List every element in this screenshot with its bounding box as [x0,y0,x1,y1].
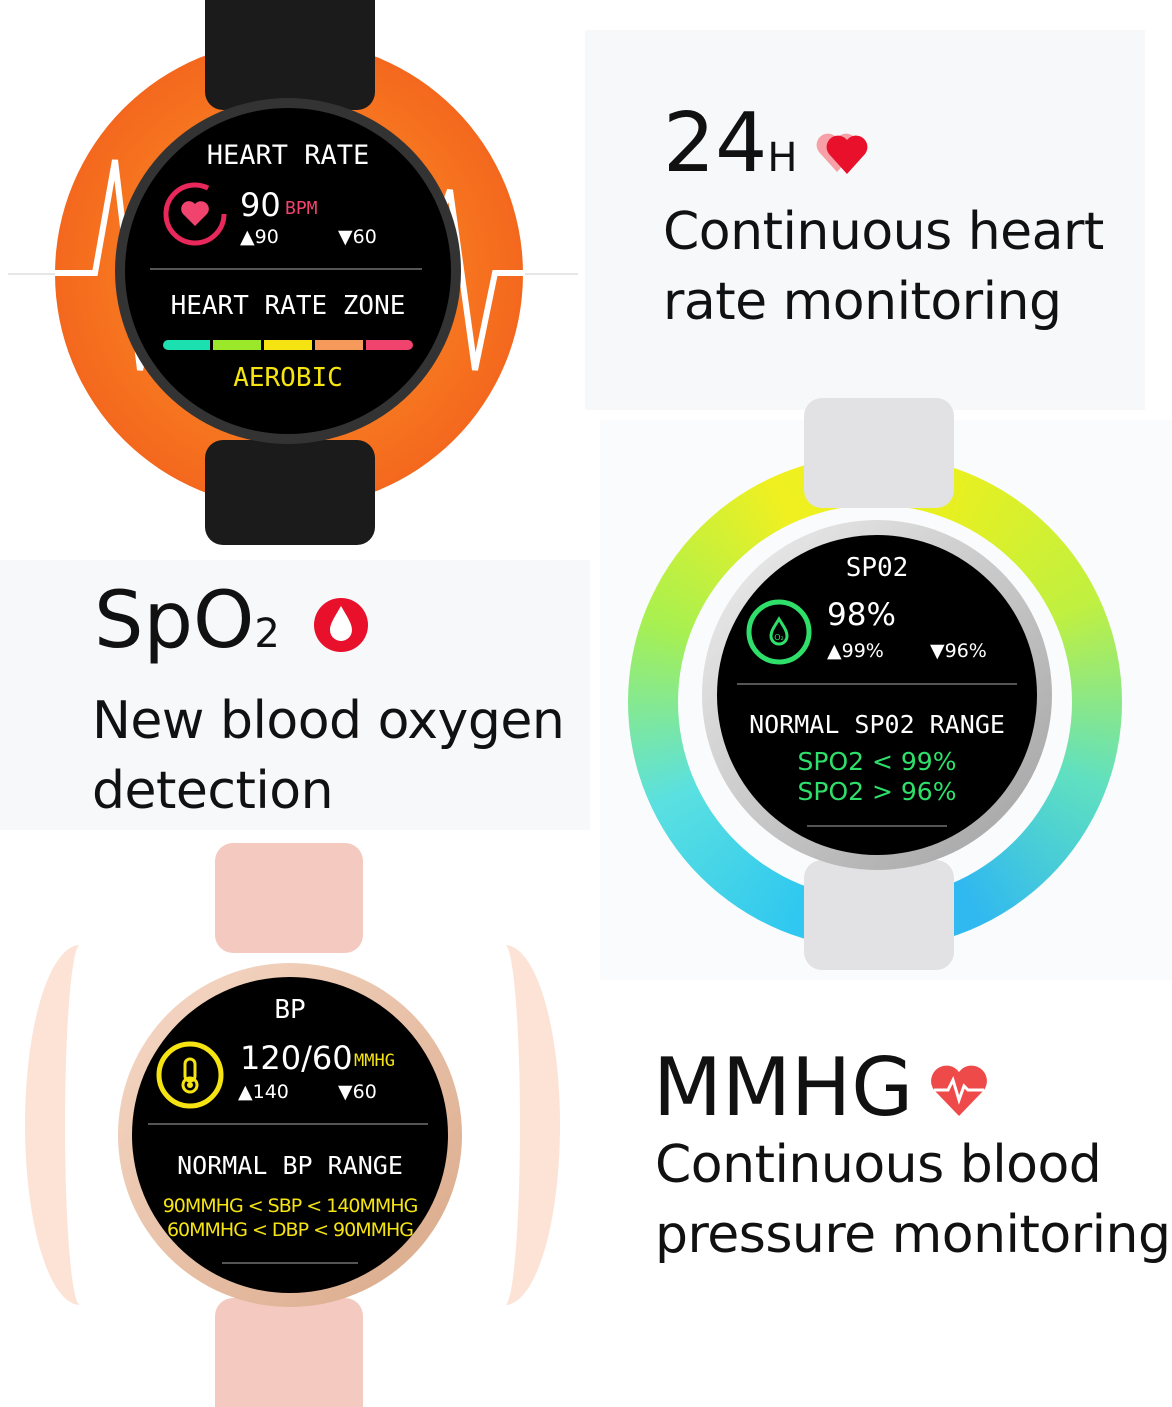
heart-pulse-icon [931,1065,987,1116]
headline-24h: 24H [663,103,797,185]
svg-text:O₂: O₂ [774,633,784,642]
hr-zone-title: HEART RATE ZONE [170,291,406,321]
heart-icon [816,133,868,174]
bp-title: BP [274,995,306,1025]
description-line: Continuous heart [663,202,1104,262]
watch-strap [804,860,954,970]
zone-segment [264,340,312,350]
description-line: pressure monitoring [655,1205,1171,1265]
divider [150,268,422,270]
zone-segment [315,340,363,350]
bp-value: 120/60 [240,1039,353,1077]
headline-text: SpO [94,576,255,666]
watch-strap [215,1298,363,1407]
blood-drop-icon [314,598,368,652]
bp-unit: MMHG [354,1051,395,1071]
spo2-value-text: 98% [827,597,896,633]
heart-rate-description: Continuous heart rate monitoring [663,197,1104,337]
bp-range-line: 90MMHG < SBP < 140MMHG [162,1195,419,1217]
hr-value: 90 [240,186,281,224]
bp-max: ▲140 [238,1081,289,1103]
description-line: rate monitoring [663,272,1062,332]
thermometer-icon [156,1041,224,1109]
spo2-max: ▲99% [827,640,884,662]
divider [148,1123,428,1125]
spo2-range-title: NORMAL SP02 RANGE [749,710,1005,739]
watch-strap [205,0,375,110]
heart-ring-icon [163,182,227,246]
spo2-min: ▼96% [930,640,987,662]
zone-segment [366,340,413,350]
zone-segment [213,340,261,350]
spo2-value: 98% [827,597,896,633]
bg-panel [0,560,590,830]
watch-strap [804,398,954,508]
bp-range-line: 60MMHG < DBP < 90MMHG [166,1219,414,1241]
divider [737,683,1017,685]
headline-sub: 2 [254,611,280,657]
hr-unit: BPM [285,198,318,219]
hr-min: ▼60 [338,226,377,248]
headline-number: 24 [663,96,768,191]
watch-face: BP 120/60 MMHG ▲140 ▼60 NORMAL BP RANGE … [132,977,448,1293]
headline-spo2: SpO2 [94,582,280,660]
oxygen-ring-icon: O₂ [746,599,812,665]
bp-min: ▼60 [338,1081,377,1103]
description-line: New blood oxygen [92,691,565,751]
hr-zone-bar [163,340,413,350]
watch-strap [205,440,375,545]
signal-arc [450,945,560,1305]
watch-face: HEART RATE 90 BPM ▲90 ▼60 HEART RATE ZON… [125,108,451,434]
blood-pressure-description: Continuous blood pressure monitoring [655,1130,1171,1270]
divider [222,1262,358,1264]
spo2-range-line: SPO2 > 96% [797,777,957,806]
divider [807,825,947,827]
watch-strap [215,843,363,953]
description-line: detection [92,761,334,821]
headline-unit: H [767,135,798,181]
spo2-title: SP02 [845,553,909,583]
headline-mmhg: MMHG [653,1041,914,1134]
hr-zone: AEROBIC [233,363,343,393]
spo2-range-line: SPO2 < 99% [797,747,957,776]
bg-panel [585,30,1145,410]
spo2-description: New blood oxygen detection [92,686,565,826]
bp-range-title: NORMAL BP RANGE [177,1151,403,1180]
description-line: Continuous blood [655,1135,1102,1195]
watch-face: SP02 O₂ 98% ▲99% ▼96% NORMAL SP02 RANGE … [717,535,1037,855]
hr-title: HEART RATE [206,140,370,171]
hr-max: ▲90 [240,226,279,248]
zone-segment [163,340,210,350]
